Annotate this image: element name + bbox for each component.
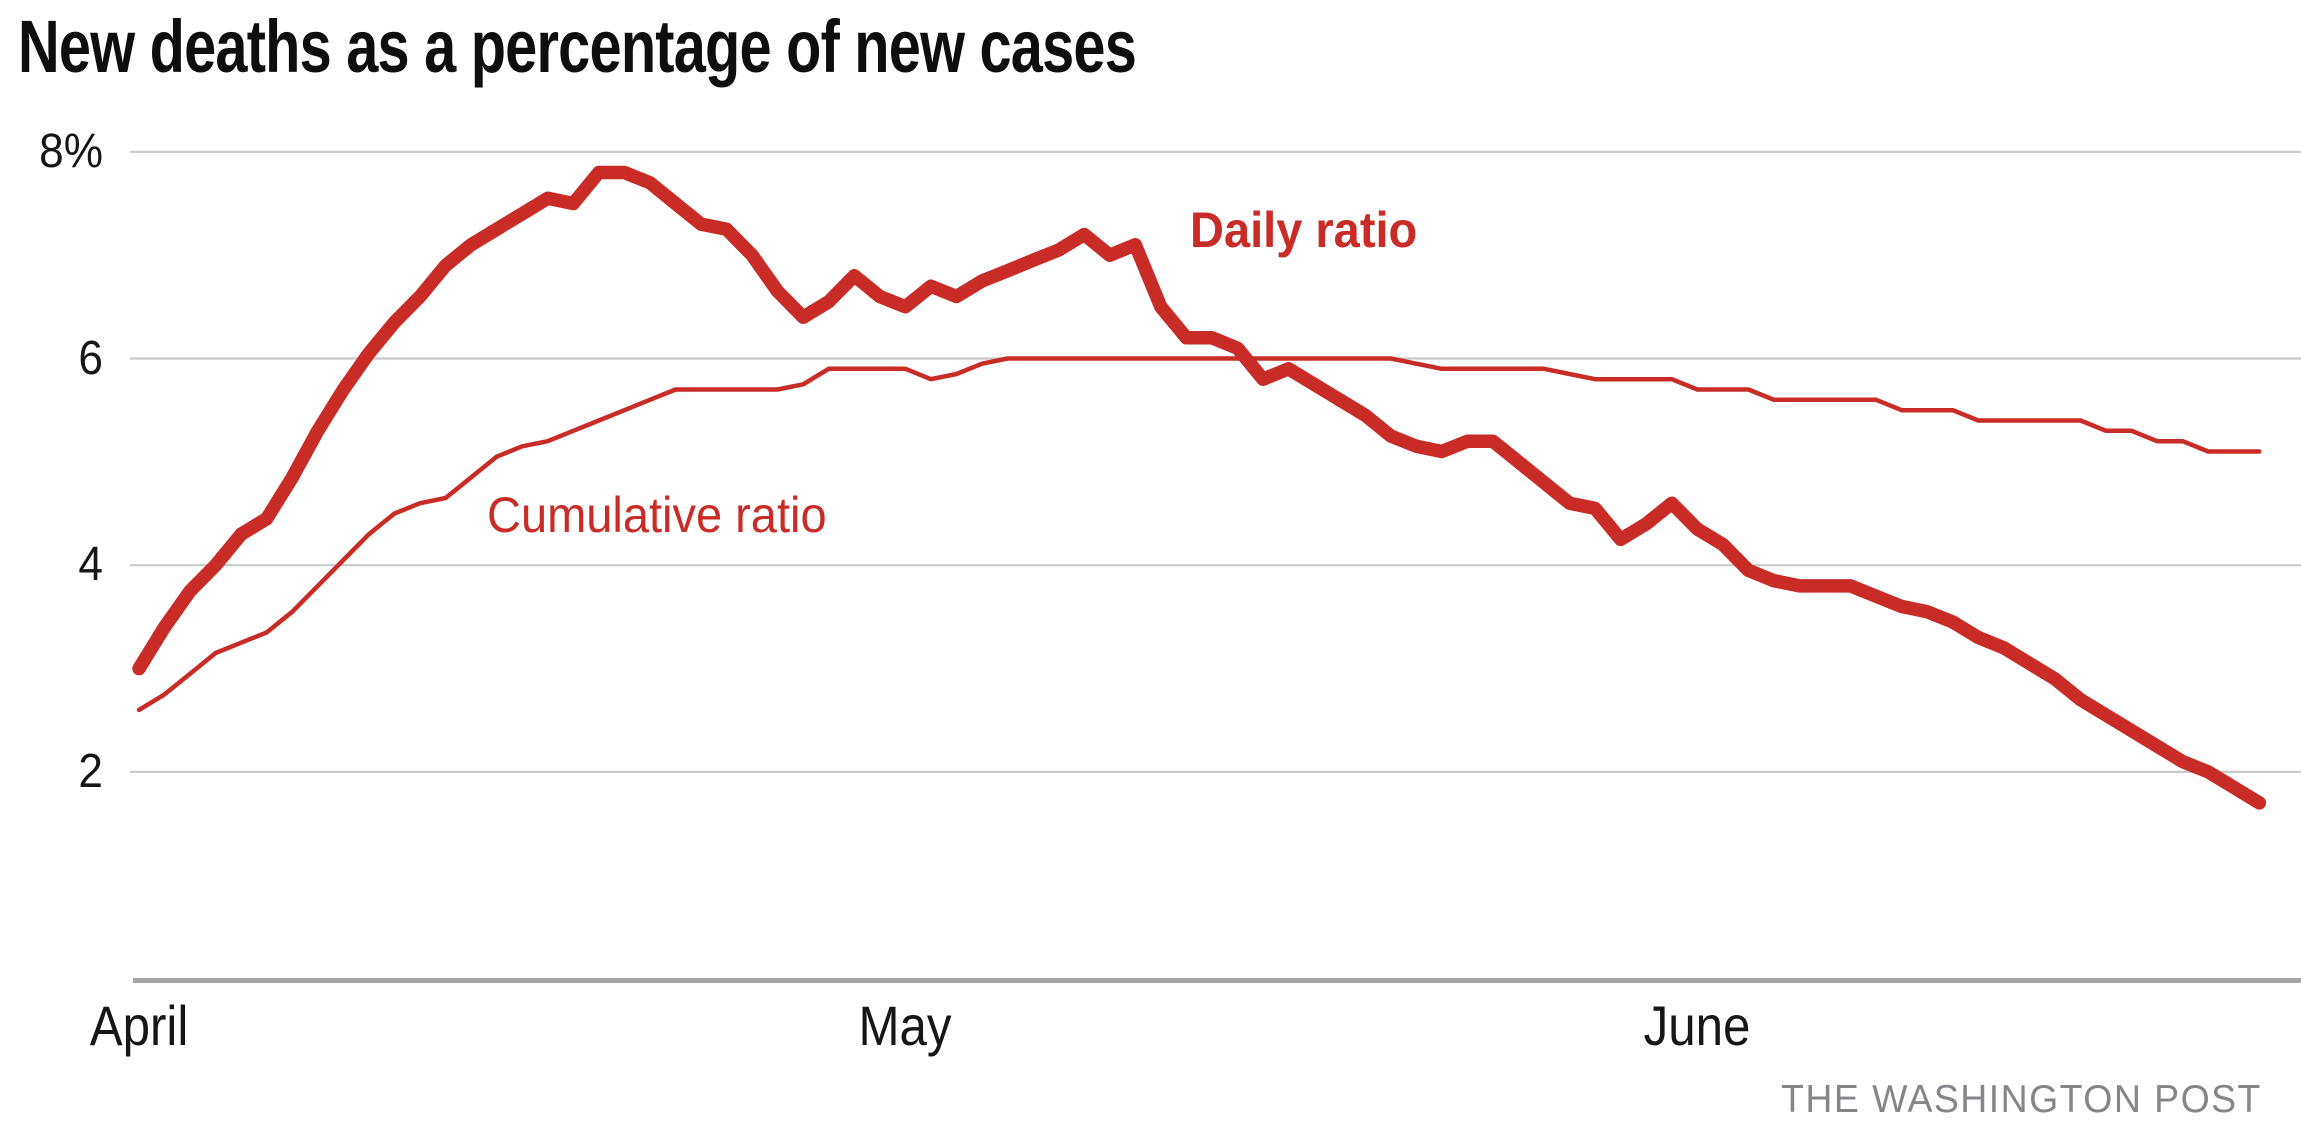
source-credit: THE WASHINGTON POST [1781, 1078, 2262, 1121]
y-tick-label: 2 [78, 744, 103, 798]
daily-ratio-line [132, 165, 2267, 810]
x-tick-label-may: May [858, 994, 952, 1057]
x-tick-label-april: April [89, 994, 189, 1057]
daily-ratio-label: Daily ratio [1190, 202, 1418, 258]
y-tick-label: 8% [39, 124, 103, 178]
cumulative-ratio-label: Cumulative ratio [487, 487, 827, 543]
y-tick-label: 4 [78, 538, 103, 592]
y-tick-label: 6 [78, 331, 103, 385]
cumulative-ratio-line [136, 356, 2262, 713]
page-title: New deaths as a percentage of new cases [18, 5, 1137, 88]
x-tick-label-june: June [1643, 994, 1751, 1057]
